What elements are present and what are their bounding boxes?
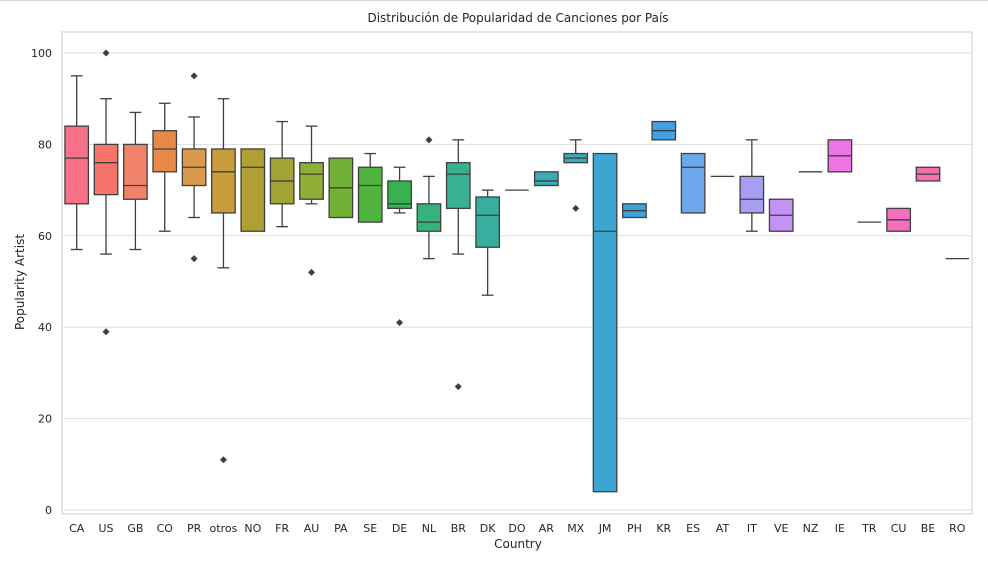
box-CA: [64, 75, 90, 251]
x-tick-otros: otros: [210, 522, 238, 535]
box-US: [93, 49, 119, 336]
box-FR: [269, 120, 295, 228]
x-tick-BE: BE: [921, 522, 936, 535]
box-iqr: [475, 196, 501, 248]
box-iqr: [387, 180, 412, 210]
box-otros: [211, 98, 236, 464]
x-tick-BR: BR: [451, 522, 467, 535]
box-iqr: [739, 175, 765, 214]
box-iqr: [680, 152, 706, 214]
x-tick-IE: IE: [835, 522, 845, 535]
box-iqr: [416, 203, 442, 232]
outlier-point: [572, 204, 580, 212]
x-tick-GB: GB: [127, 522, 143, 535]
y-gridlines: [62, 52, 972, 511]
outlier-point: [308, 268, 316, 276]
box-AR: [533, 171, 559, 187]
y-tick-100: 100: [31, 47, 52, 60]
y-tick-80: 80: [38, 138, 52, 151]
box-iqr: [122, 143, 148, 200]
outlier-point: [102, 49, 110, 57]
box-NO: [240, 148, 266, 232]
x-tick-DO: DO: [508, 522, 525, 535]
x-tick-MX: MX: [567, 522, 584, 535]
box-iqr: [592, 152, 618, 493]
box-PH: [622, 203, 647, 219]
x-tick-JM: JM: [598, 522, 612, 535]
box-iqr: [64, 125, 90, 205]
x-tick-NO: NO: [244, 522, 261, 535]
box-NL: [416, 136, 442, 260]
y-tick-labels: 0 20 40 60 80 100: [31, 47, 52, 517]
box-MX: [563, 139, 589, 212]
box-AU: [299, 125, 324, 276]
box-ES: [680, 152, 706, 214]
x-tick-AU: AU: [304, 522, 320, 535]
x-tick-KR: KR: [656, 522, 671, 535]
x-axis-label: Country: [494, 537, 542, 551]
x-tick-FR: FR: [275, 522, 289, 535]
plot-area: [61, 31, 973, 515]
x-tick-US: US: [99, 522, 114, 535]
box-iqr: [533, 171, 559, 187]
x-tick-AR: AR: [539, 522, 555, 535]
box-DE: [387, 166, 412, 327]
x-tick-CU: CU: [891, 522, 907, 535]
box-series: [64, 49, 970, 493]
outlier-point: [190, 255, 198, 263]
x-tick-NL: NL: [422, 522, 437, 535]
y-axis-label: Popularity Artist: [13, 234, 27, 330]
box-iqr: [299, 162, 324, 200]
x-tick-AT: AT: [716, 522, 730, 535]
box-iqr: [357, 166, 383, 223]
x-tick-DE: DE: [392, 522, 407, 535]
outlier-point: [190, 72, 198, 80]
outlier-point: [102, 328, 110, 336]
x-tick-ES: ES: [686, 522, 700, 535]
box-DK: [475, 189, 501, 296]
outlier-point: [425, 136, 433, 144]
x-tick-RO: RO: [949, 522, 966, 535]
box-CU: [886, 207, 912, 232]
x-tick-VE: VE: [774, 522, 789, 535]
x-tick-CA: CA: [69, 522, 85, 535]
y-tick-40: 40: [38, 321, 52, 334]
box-iqr: [93, 143, 119, 196]
x-tick-IT: IT: [747, 522, 757, 535]
y-tick-0: 0: [45, 504, 52, 517]
box-IT: [739, 139, 765, 232]
x-tick-PA: PA: [334, 522, 348, 535]
box-GB: [122, 111, 148, 251]
x-tick-NZ: NZ: [803, 522, 819, 535]
box-iqr: [152, 130, 178, 173]
x-tick-TR: TR: [861, 522, 877, 535]
box-iqr: [211, 148, 236, 214]
y-tick-20: 20: [38, 413, 52, 426]
box-iqr: [445, 162, 471, 210]
box-PA: [328, 157, 354, 219]
outlier-point: [396, 319, 404, 327]
box-BR: [445, 139, 471, 391]
x-tick-PH: PH: [627, 522, 642, 535]
outlier-point: [454, 383, 462, 391]
box-VE: [768, 198, 794, 232]
x-tick-SE: SE: [363, 522, 377, 535]
x-tick-PR: PR: [187, 522, 202, 535]
box-PR: [181, 72, 207, 263]
box-iqr: [240, 148, 266, 232]
x-tick-labels: CA US GB CO PR otros NO FR AU PA SE DE NL BR DK DO AR MX J…: [69, 522, 966, 535]
outlier-point: [219, 456, 227, 464]
box-CO: [152, 102, 178, 232]
box-JM: [592, 152, 618, 493]
y-tick-60: 60: [38, 230, 52, 243]
top-rule: [0, 0, 988, 1]
x-tick-CO: CO: [157, 522, 174, 535]
x-tick-DK: DK: [480, 522, 496, 535]
box-BE: [915, 166, 941, 182]
box-IE: [827, 139, 853, 173]
chart-title: Distribución de Popularidad de Canciones…: [367, 11, 668, 25]
box-SE: [357, 152, 383, 223]
box-KR: [651, 120, 677, 141]
